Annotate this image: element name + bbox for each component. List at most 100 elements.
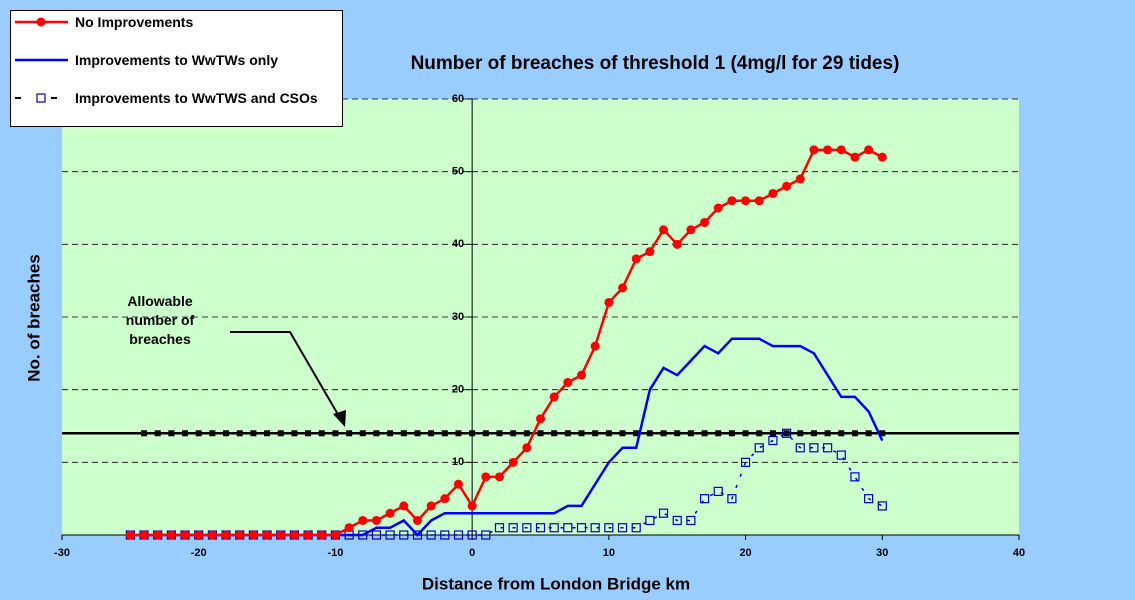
point — [467, 530, 477, 540]
x-tick-label: 20 — [739, 547, 751, 559]
point — [864, 145, 874, 155]
reference-marker — [414, 430, 421, 437]
point — [235, 530, 245, 540]
point — [864, 494, 874, 504]
reference-marker — [400, 430, 407, 437]
point — [672, 239, 682, 249]
point — [371, 515, 381, 525]
point — [426, 530, 436, 540]
x-tick-label: -10 — [327, 547, 343, 559]
reference-marker — [510, 430, 517, 437]
reference-marker — [810, 430, 817, 437]
plot-area — [62, 99, 1019, 535]
reference-marker — [865, 430, 872, 437]
point — [453, 479, 463, 489]
point — [262, 530, 272, 540]
y-tick-label: 40 — [452, 238, 464, 250]
point — [440, 494, 450, 504]
point — [153, 530, 163, 540]
point — [194, 530, 204, 540]
point — [522, 523, 532, 533]
reference-marker — [291, 430, 298, 437]
reference-marker — [838, 430, 845, 437]
reference-marker — [441, 430, 448, 437]
point — [795, 443, 805, 453]
point — [686, 225, 696, 235]
reference-marker — [209, 430, 216, 437]
legend-swatch — [15, 58, 68, 62]
point — [139, 530, 149, 540]
annotation: Allowable number of breaches — [125, 293, 195, 347]
reference-marker — [756, 430, 763, 437]
point — [782, 181, 792, 191]
reference-marker — [728, 430, 735, 437]
point — [221, 530, 231, 540]
y-tick-label: 50 — [452, 166, 464, 178]
point — [618, 283, 628, 293]
point — [604, 523, 614, 533]
reference-marker — [428, 430, 435, 437]
point — [481, 530, 491, 540]
point — [576, 523, 587, 533]
reference-marker — [195, 430, 202, 437]
point — [699, 494, 710, 504]
point — [358, 515, 368, 525]
point — [877, 501, 887, 511]
point — [727, 196, 737, 206]
reference-marker — [674, 430, 681, 437]
reference-marker — [660, 430, 667, 437]
reference-marker — [223, 430, 230, 437]
point — [658, 508, 669, 518]
point — [563, 377, 573, 387]
x-tick-label: 0 — [469, 547, 475, 559]
point — [659, 225, 669, 235]
point — [795, 174, 805, 184]
point — [330, 530, 340, 540]
chart-title: Number of breaches of threshold 1 (4mg/l… — [411, 53, 900, 74]
point — [166, 530, 176, 540]
point — [399, 501, 409, 511]
reference-marker — [264, 430, 271, 437]
y-tick-label: 60 — [452, 93, 464, 105]
reference-marker — [482, 430, 489, 437]
x-axis-label: Distance from London Bridge km — [422, 574, 690, 593]
point — [781, 428, 792, 438]
point — [412, 515, 422, 525]
point — [303, 530, 313, 540]
y-tick-label: 10 — [452, 456, 464, 468]
reference-marker — [168, 430, 175, 437]
point — [809, 145, 819, 155]
point — [836, 145, 846, 155]
point — [877, 152, 887, 162]
legend-label: Improvements to WwTWS and CSOs — [75, 90, 318, 106]
reference-marker — [305, 430, 312, 437]
point — [631, 523, 641, 533]
reference-marker — [633, 430, 640, 437]
point — [822, 443, 833, 453]
point — [590, 341, 600, 351]
reference-marker — [537, 430, 544, 437]
point — [536, 414, 545, 424]
legend-item: No Improvements — [11, 12, 342, 48]
point — [508, 457, 518, 467]
point — [426, 501, 436, 511]
legend-label: Improvements to WwTWs only — [75, 52, 279, 68]
point — [344, 523, 354, 533]
reference-marker — [523, 430, 530, 437]
point — [36, 93, 46, 103]
point — [741, 196, 751, 206]
x-tick-label: 40 — [1013, 547, 1025, 559]
point — [645, 515, 655, 526]
point — [631, 254, 641, 264]
point — [754, 196, 764, 206]
point — [850, 152, 860, 162]
x-tick-label: -30 — [54, 547, 70, 559]
point — [440, 530, 450, 540]
point — [809, 443, 819, 453]
legend-swatch — [15, 17, 68, 27]
point — [768, 435, 778, 446]
point — [549, 392, 559, 402]
point — [180, 530, 190, 540]
point — [740, 457, 751, 467]
